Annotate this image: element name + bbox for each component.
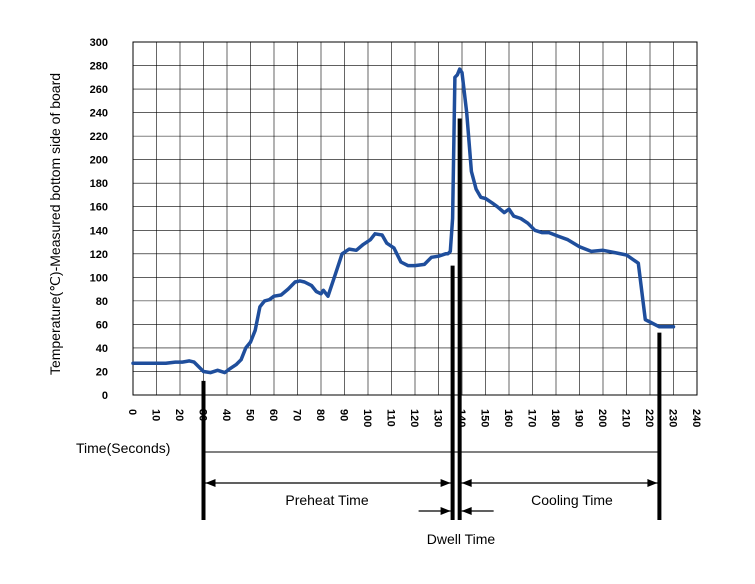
y-tick-label: 240 [90,108,108,120]
x-tick-label: 160 [502,409,514,427]
x-tick-label: 130 [432,409,444,427]
y-axis-label: Temperature(℃)-Measured bottom side of b… [47,73,63,375]
x-tick-label: 200 [596,409,608,427]
x-tick-labels: 0102030405060708090100110120130140150160… [126,409,702,427]
x-tick-label: 230 [667,409,679,427]
arrow-head [440,479,451,487]
arrow-head [205,479,216,487]
y-tick-labels: 0 20 40 60 80 100 120 140 160 180 200 220 240 260 280 3… [90,37,108,402]
y-tick-label: 200 [90,155,108,167]
y-tick-label: 60 [96,319,108,331]
x-tick-label: 90 [338,409,350,421]
y-tick-label: 140 [90,225,108,237]
arrow-head [461,507,472,515]
x-tick-label: 60 [267,409,279,421]
y-tick-label: 120 [90,249,108,261]
arrow-head [647,479,658,487]
x-tick-label: 100 [361,409,373,427]
plot-frame [132,41,698,396]
x-tick-label: 80 [314,409,326,421]
y-tick-label: 100 [90,272,108,284]
x-tick-label: 110 [385,409,397,427]
x-tick-label: 120 [408,409,420,427]
preheat-time-label: Preheat Time [285,492,368,508]
arrow-head [461,479,472,487]
x-tick-label: 50 [244,409,256,421]
y-tick-label: 220 [90,131,108,143]
x-axis-label: Time(Seconds) [76,440,170,456]
phase-arrows [203,451,660,515]
grid [132,41,698,396]
y-tick-label: 0 [102,390,108,402]
x-tick-label: 180 [549,409,561,427]
y-tick-label: 280 [90,61,108,73]
x-tick-label: 210 [620,409,632,427]
y-tick-label: 260 [90,84,108,96]
x-tick-label: 40 [220,409,232,421]
x-tick-label: 190 [573,409,585,427]
x-tick-label: 0 [126,409,138,415]
phase-markers [201,118,662,520]
x-tick-label: 220 [643,409,655,427]
x-tick-label: 240 [690,409,702,427]
series-line [131,67,676,375]
y-tick-label: 20 [96,366,108,378]
x-tick-label: 150 [479,409,491,427]
y-tick-label: 80 [96,296,108,308]
y-tick-label: 180 [90,178,108,190]
y-tick-label: 160 [90,202,108,214]
dwell-time-label: Dwell Time [427,531,496,547]
cooling-time-label: Cooling Time [531,492,613,508]
x-tick-label: 20 [173,409,185,421]
y-tick-label: 300 [90,37,108,49]
arrow-head [440,507,451,515]
y-tick-label: 40 [96,343,108,355]
x-tick-label: 70 [291,409,303,421]
x-tick-label: 10 [150,409,162,421]
x-tick-label: 170 [526,409,538,427]
